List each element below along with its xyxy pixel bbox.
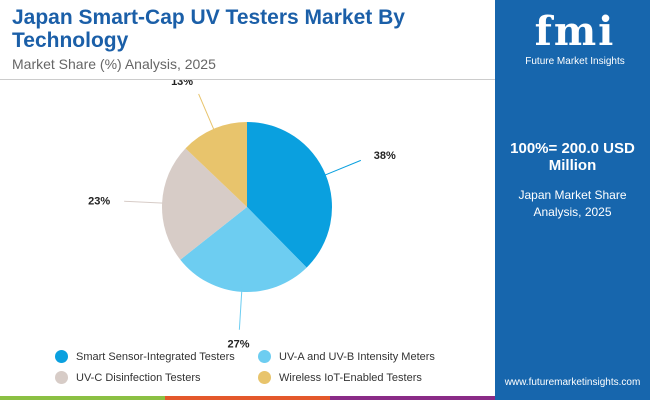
logo-mark: fmi	[534, 8, 616, 55]
accent-bar-orange	[165, 396, 330, 400]
data-label: 38%	[374, 150, 396, 162]
pie-slice-uva-uvb	[180, 207, 307, 292]
data-label: 27%	[227, 339, 249, 350]
legend-label: Wireless IoT-Enabled Testers	[279, 371, 422, 384]
info-panel: fmi Future Market Insights 100%= 200.0 U…	[495, 0, 650, 400]
leader-line	[238, 287, 243, 330]
divider	[0, 79, 495, 80]
legend-item-uva-uvb: UV-A and UV-B Intensity Meters	[258, 350, 435, 363]
chart-title: Japan Smart-Cap UV Testers Market By Tec…	[12, 6, 405, 52]
pie-slice-wireless-iot	[185, 122, 247, 207]
legend-label: UV-A and UV-B Intensity Meters	[279, 350, 435, 363]
legend-item-uvc: UV-C Disinfection Testers	[55, 371, 201, 384]
chart-subtitle: Market Share (%) Analysis, 2025	[12, 56, 216, 72]
market-total: 100%= 200.0 USD Million	[510, 140, 635, 174]
leader-line	[198, 93, 216, 133]
leader-line	[124, 200, 167, 204]
legend-swatch	[55, 371, 68, 384]
data-label: 23%	[88, 196, 110, 208]
website-link[interactable]: www.futuremarketinsights.com	[504, 377, 641, 388]
legend-swatch	[258, 371, 271, 384]
legend-swatch	[55, 350, 68, 363]
pie-slice-uvc	[162, 148, 247, 260]
legend-item-smart-sensor: Smart Sensor-Integrated Testers	[55, 350, 235, 363]
legend-label: UV-C Disinfection Testers	[76, 371, 201, 384]
accent-bar-green	[0, 396, 165, 400]
pie-slice-smart-sensor	[247, 122, 332, 268]
logo-name: Future Market Insights	[525, 56, 625, 67]
leader-line	[321, 159, 362, 177]
region-label: Japan Market Share Analysis, 2025	[518, 188, 627, 219]
legend-label: Smart Sensor-Integrated Testers	[76, 350, 235, 363]
accent-bar-purple	[330, 396, 495, 400]
data-label: 13%	[171, 80, 193, 88]
pie-chart: 38% 27% 23% 13%	[88, 80, 396, 350]
legend-item-wireless-iot: Wireless IoT-Enabled Testers	[258, 371, 422, 384]
legend-swatch	[258, 350, 271, 363]
fmi-logo: fmi Future Market Insights	[515, 8, 635, 67]
